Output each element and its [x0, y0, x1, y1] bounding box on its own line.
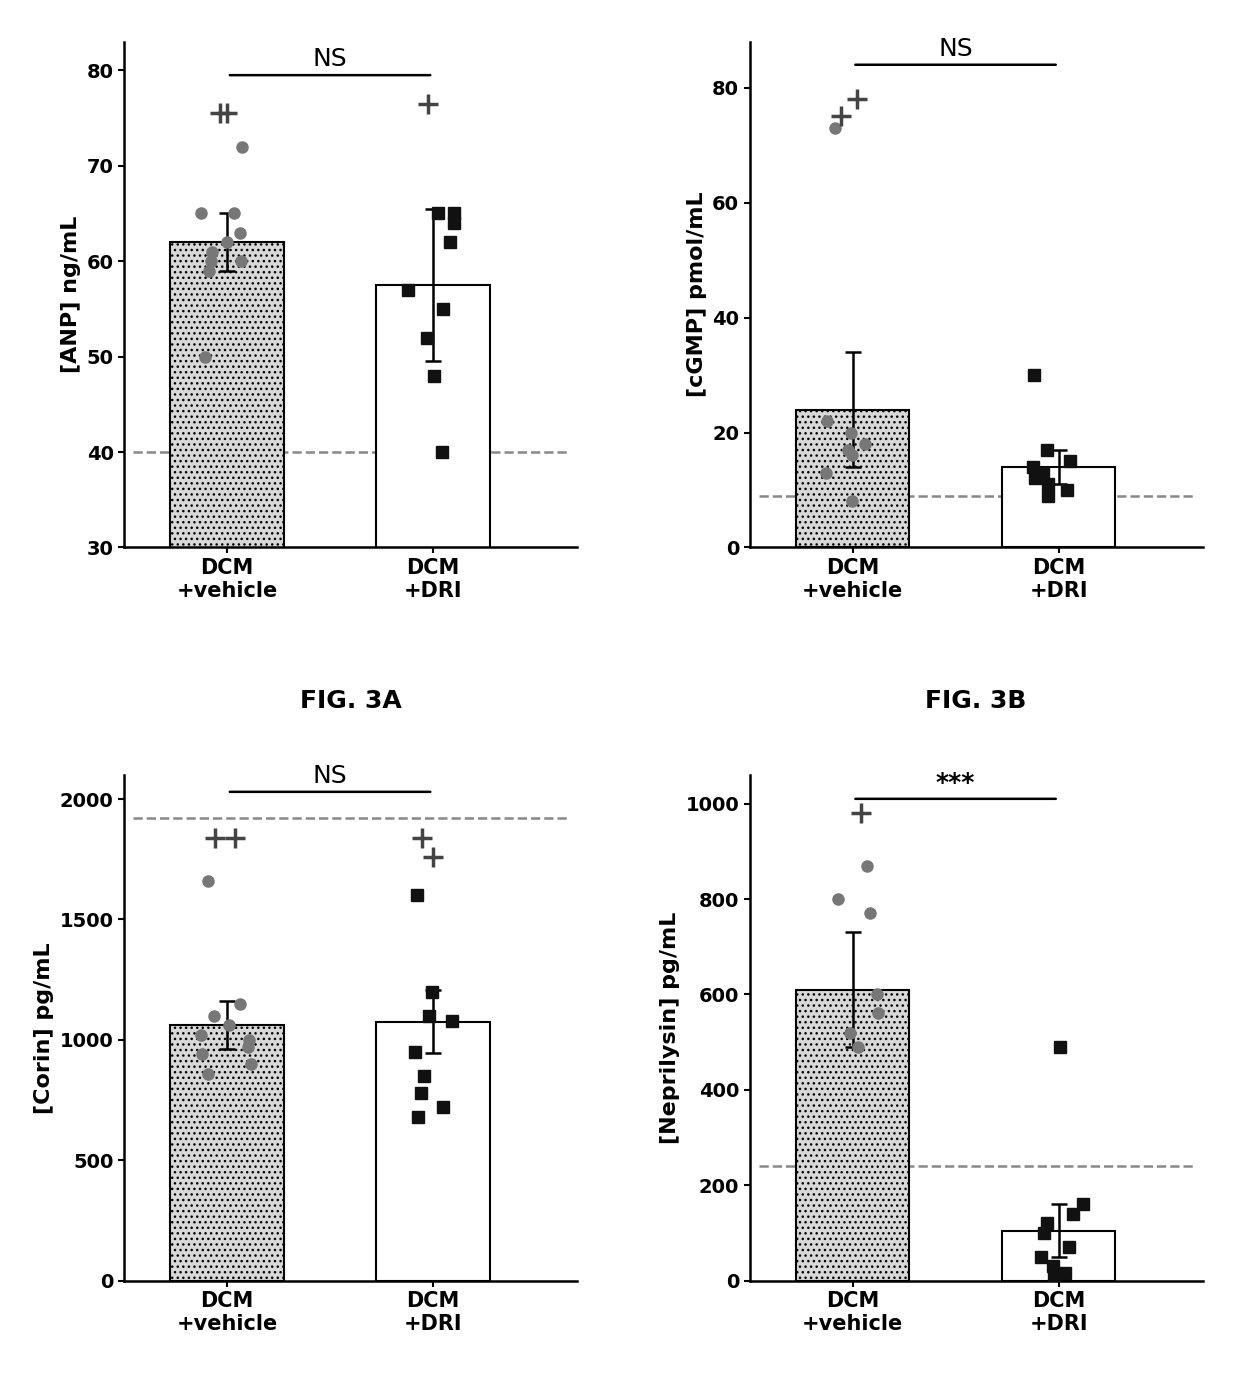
Text: NS: NS	[312, 764, 347, 788]
Bar	[796, 409, 909, 547]
Y-axis label: [ANP] ng/mL: [ANP] ng/mL	[61, 216, 81, 373]
Bar	[796, 990, 909, 1281]
Bar	[377, 1022, 490, 1281]
Y-axis label: [Neprilysin] pg/mL: [Neprilysin] pg/mL	[660, 912, 680, 1144]
Y-axis label: [Corin] pg/mL: [Corin] pg/mL	[33, 942, 55, 1114]
Y-axis label: [cGMP] pmol/mL: [cGMP] pmol/mL	[687, 192, 707, 397]
Text: FIG. 3B: FIG. 3B	[925, 689, 1027, 713]
Bar	[170, 1026, 284, 1281]
Bar	[170, 242, 284, 834]
Text: ***: ***	[936, 771, 975, 795]
Text: FIG. 3A: FIG. 3A	[300, 689, 402, 713]
Bar	[1002, 1231, 1115, 1281]
Bar	[1002, 466, 1115, 547]
Text: NS: NS	[312, 47, 347, 71]
Bar	[377, 285, 490, 834]
Text: NS: NS	[939, 36, 973, 61]
